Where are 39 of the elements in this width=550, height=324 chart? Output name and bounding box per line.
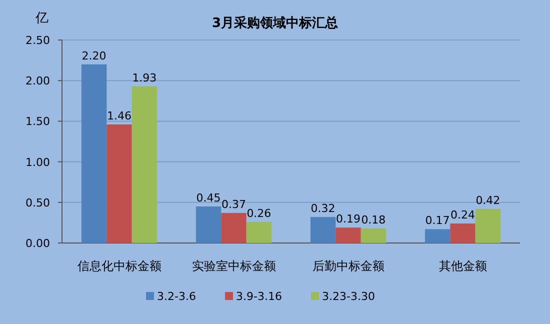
y-tick-label: 1.00: [26, 156, 50, 169]
y-tick-label: 1.50: [26, 115, 50, 128]
x-tick-label: 后勤中标金额: [312, 259, 384, 273]
bar: [450, 224, 476, 243]
data-label: 0.19: [336, 212, 360, 226]
x-tick-label: 其他金额: [438, 259, 487, 273]
data-label: 0.26: [246, 206, 272, 220]
x-tick-label: 信息化中标金额: [77, 259, 162, 273]
y-tick-label: 2.00: [26, 74, 50, 88]
data-label: 0.45: [196, 191, 221, 204]
data-label: 0.24: [450, 208, 475, 222]
data-label: 1.46: [107, 109, 132, 122]
bar: [81, 64, 107, 243]
bar: [475, 208, 501, 243]
bar: [336, 228, 361, 243]
data-label: 0.17: [425, 214, 450, 228]
y-axis-title: 亿: [34, 11, 48, 26]
bar: [310, 217, 336, 243]
data-label: 0.42: [476, 194, 500, 207]
legend-label: 3.2-3.6: [157, 290, 196, 303]
data-label: 1.93: [132, 71, 157, 84]
legend-label: 3.23-3.30: [322, 290, 375, 303]
data-label: 0.37: [222, 198, 246, 211]
bar: [196, 206, 222, 243]
x-tick-label: 实验室中标金额: [192, 259, 276, 273]
bar: [360, 228, 386, 243]
data-label: 0.32: [310, 202, 336, 216]
chart-title: 3月采购领域中标汇总: [212, 15, 340, 31]
bar: [106, 124, 132, 243]
bar: [246, 222, 272, 243]
y-tick-label: 0.00: [26, 237, 50, 250]
legend-label: 3.9-3.16: [236, 290, 282, 303]
y-tick-label: 2.50: [26, 34, 50, 47]
data-label: 0.18: [361, 213, 386, 226]
data-label: 2.20: [82, 49, 106, 62]
bar: [221, 212, 246, 243]
bar: [132, 86, 158, 243]
bar: [424, 229, 450, 243]
y-tick-label: 0.50: [26, 196, 50, 210]
